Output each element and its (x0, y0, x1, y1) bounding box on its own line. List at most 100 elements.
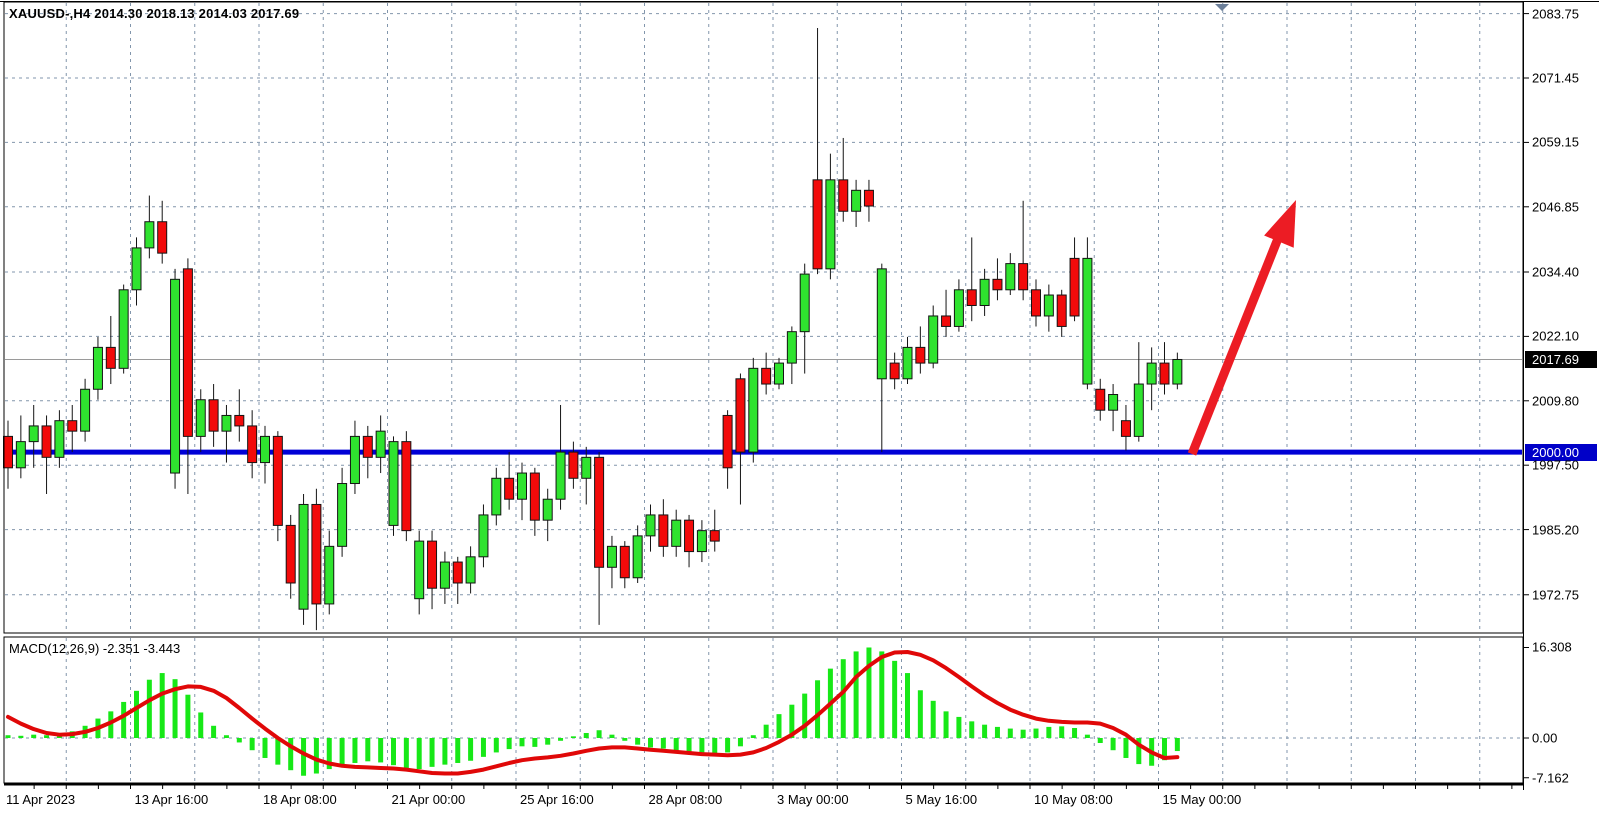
candle-body (1159, 362, 1170, 385)
candle-body (92, 346, 103, 390)
candle-body (889, 362, 900, 380)
price-scale-label: 1997.50 (1532, 457, 1579, 473)
time-axis-label: 21 Apr 00:00 (391, 792, 466, 807)
macd-histogram-bar (236, 738, 242, 743)
macd-histogram-bar (725, 738, 731, 753)
candle-body (1056, 294, 1067, 327)
macd-histogram-bar (982, 724, 988, 738)
candle-body (427, 540, 438, 589)
candle-body (941, 315, 952, 327)
macd-histogram-bar (1174, 738, 1180, 752)
macd-histogram-bar (365, 738, 371, 762)
macd-histogram-bar (1046, 726, 1052, 738)
current-price-badge: 2017.69 (1525, 350, 1597, 368)
macd-histogram-bar (442, 738, 448, 765)
candle-body (1018, 263, 1029, 291)
macd-scale-label: 0.00 (1532, 730, 1558, 746)
macd-histogram-bar (635, 738, 641, 745)
candle-body (915, 346, 926, 364)
macd-histogram-bar (558, 738, 564, 741)
macd-histogram-bar (275, 738, 281, 765)
chart-shift-marker[interactable] (1215, 4, 1229, 11)
candle-body (529, 472, 540, 521)
candle-body (645, 514, 656, 537)
candle-body (761, 367, 772, 385)
macd-signal-line (6, 650, 1180, 776)
time-axis-label: 25 Apr 16:00 (520, 792, 594, 807)
candle-body (928, 315, 939, 364)
time-axis-label: 15 May 00:00 (1162, 792, 1242, 807)
macd-histogram-bar (1059, 726, 1065, 738)
macd-histogram-bar (673, 738, 679, 751)
macd-histogram-bar (1097, 738, 1103, 743)
candle-body (748, 367, 759, 453)
macd-histogram-bar (570, 736, 576, 738)
macd-histogram-bar (391, 738, 396, 766)
trend-arrow[interactable] (1187, 200, 1296, 456)
macd-histogram-bar (31, 734, 37, 738)
candle-body (555, 451, 566, 500)
candle-body (337, 483, 348, 547)
macd-histogram-bar (532, 738, 538, 747)
macd-histogram-bar (403, 738, 409, 768)
macd-histogram-bar (18, 735, 24, 738)
candle-body (774, 362, 784, 385)
candle-body (632, 535, 643, 579)
candle-body (671, 519, 682, 547)
candle-body (709, 530, 720, 542)
candle-body (1005, 263, 1016, 291)
candle-body (838, 179, 849, 212)
macd-histogram-bar (301, 738, 307, 776)
macd-histogram-bar (917, 690, 923, 738)
macd-indicator-label: MACD(12,26,9) -2.351 -3.443 (9, 641, 181, 656)
candle-body (812, 179, 823, 270)
candle-body (272, 435, 283, 526)
macd-histogram-bar (660, 738, 666, 749)
candle-body (105, 346, 116, 369)
macd-histogram-bar (1123, 738, 1129, 758)
price-scale-label: 2034.40 (1532, 264, 1579, 280)
macd-histogram-bar (699, 738, 705, 755)
candle-body (735, 378, 746, 453)
candle-body (696, 530, 707, 553)
candle-body (15, 441, 26, 469)
macd-histogram-bar (352, 738, 358, 763)
candle-body (41, 425, 52, 458)
macd-histogram-bar (211, 725, 217, 738)
macd-histogram-bar (596, 730, 602, 738)
candle-body (1069, 257, 1080, 317)
macd-histogram-bar (776, 714, 782, 738)
grid-layer (5, 3, 1522, 782)
candle-body (54, 420, 65, 458)
macd-histogram-bar (326, 738, 332, 770)
macd-histogram-bar (1084, 734, 1090, 738)
candle-body (581, 456, 592, 479)
macd-histogram-bar (879, 651, 885, 738)
macd-histogram-bar (249, 738, 255, 751)
candle-body (182, 268, 193, 437)
level-price-badge: 2000.00 (1525, 443, 1597, 461)
candle-body (684, 519, 695, 553)
macd-histogram-bar (339, 738, 345, 766)
macd-histogram-bar (1007, 728, 1013, 738)
candle-body (1120, 420, 1131, 437)
macd-histogram-bar (1072, 728, 1078, 738)
macd-histogram-bar (506, 738, 512, 750)
candle-body (1146, 362, 1157, 385)
macd-histogram-bar (44, 735, 50, 738)
candle-body (247, 425, 258, 464)
macd-histogram-bar (648, 738, 653, 748)
candle-body (1172, 358, 1183, 385)
macd-histogram-bar (994, 726, 1000, 738)
macd-histogram-bar (853, 651, 859, 738)
macd-histogram-bar (930, 700, 936, 738)
candle-body (799, 273, 810, 333)
candle-body (439, 561, 450, 589)
candle-body (594, 456, 605, 568)
macd-histogram-bar (5, 735, 11, 738)
macd-histogram-bar (943, 711, 949, 738)
price-scale-label: 2022.10 (1532, 328, 1579, 344)
